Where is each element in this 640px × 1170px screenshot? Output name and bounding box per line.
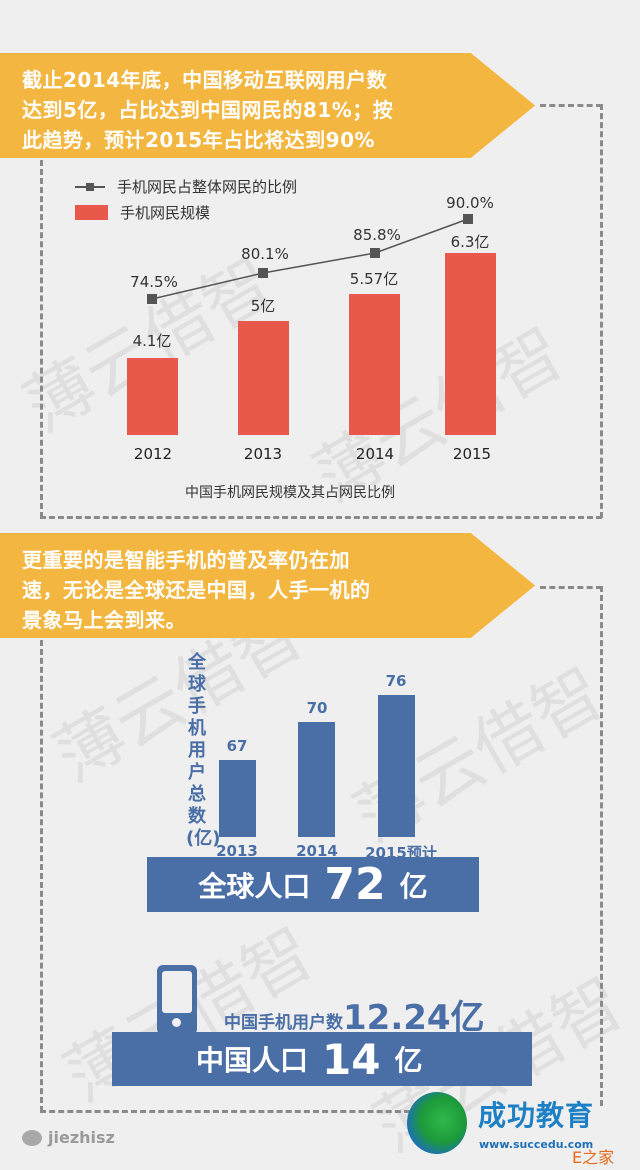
legend-item-scale: 手机网民规模 [75,202,210,223]
china-population-unit: 亿 [394,1044,423,1077]
global-population-number: 72 [324,859,386,910]
bar-value-label: 70 [306,699,328,717]
phone-icon [157,965,197,1035]
bar-value-label: 5亿 [250,297,276,315]
line-value-label: 90.0% [446,194,494,212]
global-population-band: 全球人口 72 亿 [147,857,479,912]
legend-label: 手机网民规模 [120,204,211,222]
line-marker-icon [75,182,105,191]
china-mobile-users: 中国手机用户数 12.24亿 [224,1000,485,1036]
y-axis-title: 全球手机用户总数(亿) [186,652,221,849]
frame-left-dash [40,160,43,518]
legend-label: 手机网民占整体网民的比例 [117,178,298,196]
wechat-id: jiezhisz [22,1128,115,1147]
ratio-line [151,218,469,300]
banner-line: 截止2014年底，中国移动互联网用户数 [22,68,388,92]
global-population-unit: 亿 [399,869,428,903]
headline-banner-1: 截止2014年底，中国移动互联网用户数 达到5亿，占比达到中国网民的81%；按 … [0,53,535,158]
line-marker [370,248,380,258]
frame-left-dash [40,640,43,1112]
bar-swatch-icon [75,205,108,220]
frame-bottom-dash [40,1110,410,1113]
chart-title: 中国手机网民规模及其占网民比例 [185,485,395,501]
bar-value-label: 67 [226,737,248,755]
global-population-prefix: 全球人口 [198,869,311,903]
bar-2013 [238,321,289,435]
china-mobile-users-number: 12.24亿 [343,998,485,1038]
banner-line: 景象马上会到来。 [22,608,186,632]
line-marker [147,294,157,304]
bar-2014 [349,294,400,435]
x-axis-label: 2014 [355,445,395,463]
line-marker [258,268,268,278]
headline-banner-2: 更重要的是智能手机的普及率仍在加 速，无论是全球还是中国，人手一机的 景象马上会… [0,533,535,638]
banner-line: 此趋势，预计2015年占比将达到90% [22,128,376,152]
frame-top-dash [540,586,602,589]
corner-mark: E之家 [572,1148,615,1167]
banner-line: 达到5亿，占比达到中国网民的81%；按 [22,98,394,122]
logo-name: 成功教育 [478,1099,595,1132]
bar-2014 [298,722,335,837]
x-axis-label: 2012 [133,445,173,463]
line-marker [463,214,473,224]
line-value-label: 74.5% [130,273,178,291]
logo: 成功教育 www.succedu.com E之家 [402,1088,640,1167]
china-mobile-users-label: 中国手机用户数 [224,1013,343,1033]
china-population-prefix: 中国人口 [196,1044,309,1077]
logo-url: www.succedu.com [479,1138,594,1151]
frame-bottom-dash [40,516,602,519]
bar-value-label: 76 [385,672,407,690]
bar-value-label: 6.3亿 [450,233,490,251]
wechat-icon [22,1129,42,1146]
logo-emblem-icon [407,1092,467,1154]
x-axis-label: 2013 [216,842,258,860]
banner-line: 更重要的是智能手机的普及率仍在加 [22,548,350,572]
bar-2012 [127,358,178,435]
frame-top-dash [540,104,602,107]
bar-2015 [445,253,496,435]
bar-2015 [378,695,415,837]
china-population-band: 中国人口 14 亿 [112,1032,532,1086]
x-axis-label: 2014 [296,842,338,860]
frame-right-dash [600,586,603,1106]
x-axis-label: 2013 [243,445,283,463]
bar-value-label: 4.1亿 [132,332,172,350]
china-population-number: 14 [322,1034,381,1084]
frame-right-dash [600,104,603,518]
banner-line: 速，无论是全球还是中国，人手一机的 [22,578,371,602]
line-value-label: 85.8% [353,226,401,244]
line-value-label: 80.1% [241,245,289,263]
legend-item-ratio: 手机网民占整体网民的比例 [75,176,297,197]
bar-2013 [219,760,256,837]
x-axis-label: 2015 [452,445,492,463]
wechat-id-text: jiezhisz [48,1128,115,1147]
bar-value-label: 5.57亿 [349,270,399,288]
